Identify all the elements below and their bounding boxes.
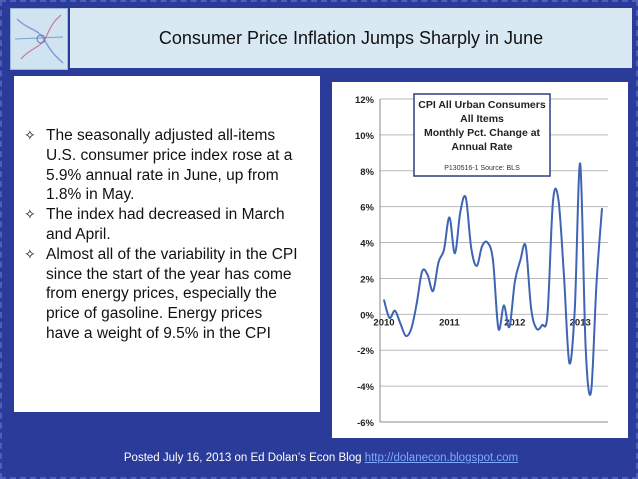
data-point <box>383 299 385 301</box>
footer-text: Posted July 16, 2013 on Ed Dolan’s Econ … <box>123 452 365 464</box>
chart-title-line: Monthly Pct. Change at <box>424 127 541 139</box>
bullet-line: price of gasoline. Energy prices <box>46 305 263 323</box>
data-point <box>410 327 413 330</box>
bullet-text: The seasonally adjusted all-items U.S. co… <box>46 126 292 205</box>
data-point <box>459 211 462 213</box>
data-point <box>552 200 554 203</box>
four-point-star-icon: ✧ <box>24 206 36 223</box>
x-tick-label: 2012 <box>504 317 525 328</box>
data-point <box>405 335 407 337</box>
data-point <box>546 313 549 316</box>
data-point <box>492 259 494 262</box>
y-tick-label: 12% <box>355 95 375 106</box>
data-point <box>432 290 434 292</box>
x-tick-label: 2013 <box>570 317 591 328</box>
data-point <box>475 265 478 267</box>
data-point <box>448 216 451 219</box>
slide-title: Consumer Price Inflation Jumps Sharply i… <box>158 27 544 48</box>
data-point <box>388 317 391 319</box>
data-point <box>399 322 402 325</box>
data-point <box>568 362 571 364</box>
y-tick-label: 2% <box>360 274 374 285</box>
bullet-line: 5.9% annual rate in June, up from <box>46 166 279 184</box>
bullet-item: ✧ The index had decreased in March and Apr… <box>24 205 312 245</box>
data-point <box>415 302 418 305</box>
data-point <box>443 248 445 251</box>
data-point <box>508 326 511 328</box>
bullet-line: from energy prices, especially the <box>46 285 277 303</box>
bullet-line: 1.8% in May. <box>46 186 135 204</box>
data-point <box>437 261 440 264</box>
bullet-list: ✧ The seasonally adjusted all-items U.S. c… <box>14 76 320 344</box>
x-tick-label: 2010 <box>373 317 394 328</box>
data-point <box>421 270 423 273</box>
data-point <box>541 324 543 326</box>
y-tick-label: 4% <box>360 239 374 250</box>
data-point <box>524 245 527 247</box>
four-point-star-icon: ✧ <box>24 245 36 262</box>
chart-panel: 12% 10% 8% 6% 4% 2% 0% -2% -4% -6% 2010 2011 2012 201… <box>332 82 628 438</box>
bullet-line: have a weight of 9.5% in the CPI <box>46 324 271 342</box>
bullet-line: The seasonally adjusted all-items <box>46 127 276 144</box>
title-bar: Consumer Price Inflation Jumps Sharply i… <box>70 8 632 68</box>
chart-title-box <box>413 93 551 177</box>
bullet-line: and April. <box>46 225 111 243</box>
data-point <box>579 162 581 165</box>
y-tick-label: 10% <box>355 131 375 142</box>
bullet-line: Almost all of the variability in the CPI <box>46 245 298 263</box>
thumbnail-image <box>10 8 68 70</box>
footer: Posted July 16, 2013 on Ed Dolan’s Econ … <box>2 452 638 464</box>
bullet-item: ✧ Almost all of the variability in the CP… <box>24 245 312 344</box>
bullet-item: ✧ The seasonally adjusted all-items U.S. c… <box>24 126 312 205</box>
data-point <box>563 272 565 274</box>
y-tick-label: -4% <box>357 382 374 393</box>
bullet-line: The index had decreased in March <box>46 206 285 224</box>
bullet-line: U.S. consumer price index rose at a <box>46 146 293 164</box>
map-thumbnail-icon <box>11 9 67 69</box>
data-point <box>514 281 516 283</box>
y-tick-label: -2% <box>357 346 374 357</box>
data-point <box>394 309 396 312</box>
chart-source: P130516-1 Source: BLS <box>444 165 520 172</box>
bullet-line: since the start of the year has come <box>46 265 292 283</box>
blog-link[interactable]: http://dolanecon.blogspot.com <box>364 452 519 464</box>
chart-title-line: Annual Rate <box>451 141 512 153</box>
y-tick-label: -6% <box>357 418 374 429</box>
data-point <box>481 245 483 247</box>
data-point <box>465 196 467 199</box>
cpi-series-line <box>383 162 603 396</box>
data-point <box>470 247 472 249</box>
chart-title-line: CPI All Urban Consumers <box>418 99 546 111</box>
data-point <box>530 308 532 310</box>
data-point <box>574 308 576 310</box>
bullet-text: Almost all of the variability in the CPI… <box>46 245 298 344</box>
data-point <box>590 390 592 393</box>
cpi-line-chart: 12% 10% 8% 6% 4% 2% 0% -2% -4% -6% 2010 2011 2012 201… <box>355 93 608 429</box>
text-panel: ✧ The seasonally adjusted all-items U.S. c… <box>14 76 320 412</box>
data-point <box>595 281 598 283</box>
bullet-text: The index had decreased in March and Apri… <box>46 205 285 245</box>
data-point <box>503 304 505 307</box>
data-point <box>557 198 560 201</box>
data-point <box>426 274 429 276</box>
data-point <box>519 259 522 262</box>
x-tick-label: 2011 <box>439 317 460 328</box>
chart-title-line: All Items <box>460 113 504 125</box>
y-tick-label: 0% <box>360 310 374 321</box>
data-point <box>601 207 603 210</box>
data-point <box>497 327 500 330</box>
y-tick-label: 8% <box>360 167 374 178</box>
data-point <box>535 327 538 330</box>
data-point <box>486 241 489 244</box>
four-point-star-icon: ✧ <box>24 127 36 143</box>
data-point <box>584 347 587 350</box>
y-tick-label: 6% <box>360 203 374 214</box>
data-point <box>454 252 456 255</box>
